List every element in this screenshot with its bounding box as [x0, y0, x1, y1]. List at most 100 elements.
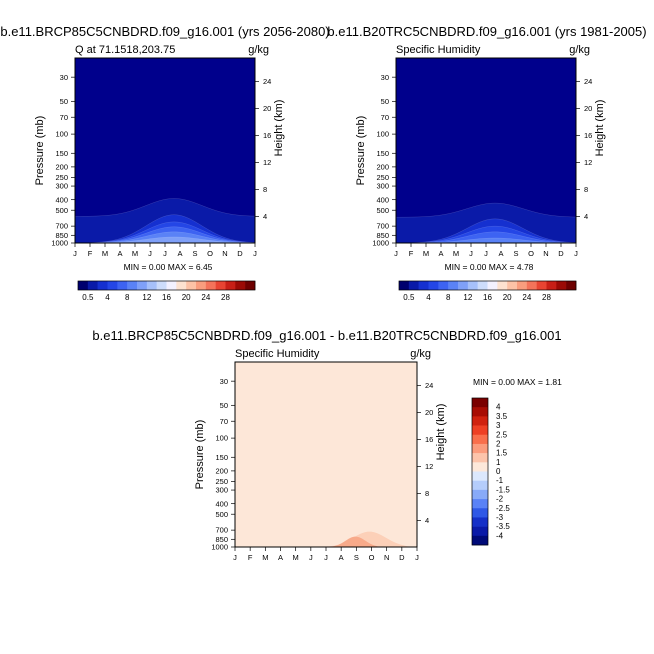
colorbar-label: 0.5 — [403, 293, 415, 302]
colorbar-swatch-1 — [472, 398, 488, 408]
x-tick-label: N — [222, 249, 227, 258]
colorbar-swatch-15 — [472, 526, 488, 537]
colorbar-swatch-18 — [566, 281, 577, 290]
y2-tick-label: 12 — [584, 158, 592, 167]
y2-tick-label: 24 — [425, 381, 433, 390]
colorbar-swatch-4 — [107, 281, 118, 290]
y-axis-label: Pressure (mb) — [34, 116, 46, 186]
x-tick-label: J — [415, 553, 419, 562]
chart-units-label: g/kg — [248, 44, 269, 56]
y2-tick-label: 4 — [584, 212, 588, 221]
x-tick-label: M — [102, 249, 108, 258]
colorbar-label: -2 — [496, 495, 504, 504]
colorbar-label: 12 — [142, 293, 151, 302]
y-tick-label: 500 — [215, 510, 228, 519]
colorbar-label: 1.5 — [496, 449, 508, 458]
x-tick-label: J — [484, 249, 488, 258]
y-tick-label: 250 — [215, 477, 228, 486]
y-tick-label: 300 — [376, 182, 389, 191]
chart-subtitle-left: Specific Humidity — [235, 348, 320, 360]
colorbar-swatch-8 — [472, 462, 488, 472]
x-tick-label: A — [339, 553, 344, 562]
x-tick-label: J — [73, 249, 77, 258]
chart-title: b.e11.BRCP85C5CNBDRD.f09_g16.001 - b.e11… — [92, 328, 561, 343]
colorbar-swatch-5 — [438, 281, 449, 290]
x-tick-label: J — [233, 553, 237, 562]
colorbar-swatch-12 — [507, 281, 518, 290]
y-tick-label: 1000 — [211, 543, 228, 552]
colorbar-swatch-15 — [536, 281, 547, 290]
x-tick-label: J — [309, 553, 313, 562]
y-tick-label: 400 — [376, 195, 389, 204]
x-tick-label: O — [207, 249, 213, 258]
colorbar-swatch-5 — [117, 281, 128, 290]
colorbar-label: 3 — [496, 421, 501, 430]
y-tick-label: 100 — [215, 434, 228, 443]
colorbar-swatch-17 — [556, 281, 567, 290]
y-tick-label: 50 — [60, 97, 68, 106]
x-tick-label: S — [192, 249, 197, 258]
min-max-stats: MIN = 0.00 MAX = 1.81 — [473, 377, 562, 387]
colorbar-label: 1 — [496, 458, 501, 467]
y2-tick-label: 20 — [263, 104, 271, 113]
colorbar-swatch-13 — [517, 281, 528, 290]
y-tick-label: 850 — [376, 231, 389, 240]
colorbar-swatch-2 — [87, 281, 98, 290]
min-max-stats: MIN = 0.00 MAX = 4.78 — [445, 262, 534, 272]
y-tick-label: 1000 — [372, 239, 389, 248]
x-tick-label: D — [399, 553, 405, 562]
chart-panel-3: b.e11.BRCP85C5CNBDRD.f09_g16.001 - b.e11… — [92, 328, 562, 562]
y-axis-label: Pressure (mb) — [194, 420, 206, 490]
plot-background — [235, 362, 417, 547]
chart-title: b.e11.BRCP85C5CNBDRD.f09_g16.001 (yrs 20… — [0, 24, 329, 39]
colorbar-swatch-4 — [428, 281, 439, 290]
y-axis-label: Pressure (mb) — [355, 116, 367, 186]
x-tick-label: A — [278, 553, 283, 562]
x-tick-label: O — [528, 249, 534, 258]
y2-tick-label: 16 — [584, 131, 592, 140]
colorbar: 43.532.521.510-1-1.5-2-2.5-3-3.5-4 — [471, 397, 510, 546]
y-tick-label: 300 — [215, 486, 228, 495]
chart-units-label: g/kg — [569, 44, 590, 56]
colorbar-label: 24 — [522, 293, 531, 302]
chart-title: b.e11.B20TRC5CNBDRD.f09_g16.001 (yrs 198… — [327, 24, 646, 39]
x-tick-label: O — [369, 553, 375, 562]
colorbar-swatch-3 — [97, 281, 108, 290]
colorbar-swatch-5 — [472, 434, 488, 445]
colorbar-label: -3.5 — [496, 522, 510, 531]
colorbar-swatch-2 — [472, 407, 488, 417]
colorbar-label: 4 — [105, 293, 110, 302]
colorbar-swatch-16 — [546, 281, 557, 290]
colorbar-swatch-9 — [156, 281, 167, 290]
colorbar-swatch-13 — [472, 508, 488, 518]
x-tick-label: J — [253, 249, 257, 258]
y-tick-label: 150 — [376, 149, 389, 158]
colorbar-label: 20 — [182, 293, 191, 302]
y2-axis-label: Height (km) — [435, 404, 447, 461]
x-tick-label: F — [88, 249, 93, 258]
colorbar-label: 2 — [496, 439, 501, 448]
x-tick-label: A — [117, 249, 122, 258]
colorbar-swatch-8 — [146, 281, 157, 290]
colorbar-label: 12 — [463, 293, 472, 302]
x-tick-label: A — [438, 249, 443, 258]
y-tick-label: 1000 — [51, 239, 68, 248]
colorbar-label: 8 — [125, 293, 130, 302]
colorbar-swatch-10 — [487, 281, 498, 290]
x-tick-label: N — [543, 249, 548, 258]
y2-tick-label: 24 — [584, 77, 592, 86]
x-tick-label: M — [132, 249, 138, 258]
colorbar-swatch-3 — [418, 281, 429, 290]
y-tick-label: 250 — [376, 173, 389, 182]
y2-tick-label: 8 — [425, 489, 429, 498]
y-tick-label: 200 — [376, 162, 389, 171]
colorbar-label: 16 — [483, 293, 492, 302]
x-tick-label: M — [293, 553, 299, 562]
y-tick-label: 500 — [55, 206, 68, 215]
colorbar-swatch-12 — [472, 499, 488, 509]
x-tick-label: J — [148, 249, 152, 258]
min-max-stats: MIN = 0.00 MAX = 6.45 — [124, 262, 213, 272]
colorbar-swatch-7 — [458, 281, 469, 290]
y2-tick-label: 4 — [425, 516, 429, 525]
chart-panel-2: b.e11.B20TRC5CNBDRD.f09_g16.001 (yrs 198… — [327, 24, 646, 302]
